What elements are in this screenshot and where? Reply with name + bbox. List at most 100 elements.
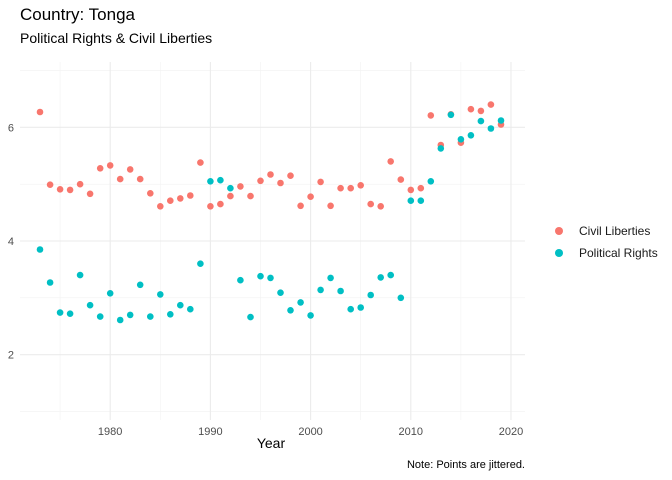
point-political-rights	[487, 125, 495, 132]
point-political-rights	[357, 304, 365, 311]
point-political-rights	[56, 309, 64, 316]
point-political-rights	[427, 178, 435, 185]
point-civil-liberties	[287, 172, 294, 179]
point-civil-liberties	[417, 184, 425, 192]
point-political-rights	[177, 301, 184, 309]
point-political-rights	[327, 274, 334, 282]
point-political-rights	[126, 311, 134, 319]
point-political-rights	[377, 274, 385, 281]
point-political-rights	[277, 289, 284, 297]
point-political-rights	[307, 312, 314, 319]
x-tick-label: 1990	[198, 426, 222, 438]
point-political-rights	[167, 311, 174, 318]
point-political-rights	[207, 178, 214, 185]
point-civil-liberties	[257, 177, 264, 185]
point-political-rights	[106, 290, 114, 297]
point-political-rights	[317, 286, 324, 294]
legend-item-civil-liberties: Civil Liberties	[553, 220, 658, 242]
point-political-rights	[96, 313, 104, 320]
point-civil-liberties	[357, 182, 365, 189]
point-political-rights	[46, 279, 54, 286]
y-tick-label: 6	[8, 122, 14, 134]
point-civil-liberties	[126, 166, 134, 173]
point-civil-liberties	[337, 184, 344, 192]
data-points	[36, 101, 505, 324]
point-civil-liberties	[96, 165, 104, 172]
point-civil-liberties	[247, 192, 254, 200]
point-political-rights	[367, 291, 375, 299]
x-axis-label: Year	[257, 435, 286, 451]
point-political-rights	[86, 301, 94, 309]
point-civil-liberties	[207, 203, 214, 210]
point-political-rights	[457, 136, 465, 143]
point-political-rights	[237, 276, 244, 284]
chart-caption: Note: Points are jittered.	[406, 459, 525, 471]
point-political-rights	[227, 184, 234, 192]
point-political-rights	[197, 260, 204, 268]
point-political-rights	[347, 305, 355, 313]
point-civil-liberties	[317, 178, 324, 186]
x-tick-label: 2010	[399, 426, 423, 438]
point-political-rights	[287, 307, 294, 314]
legend-label-political-rights: Political Rights	[579, 246, 658, 260]
point-political-rights	[187, 305, 194, 313]
point-political-rights	[257, 272, 264, 280]
point-civil-liberties	[147, 190, 154, 197]
point-civil-liberties	[237, 183, 244, 190]
point-civil-liberties	[347, 184, 355, 192]
point-civil-liberties	[487, 101, 495, 108]
point-civil-liberties	[106, 162, 114, 169]
y-tick-label: 4	[8, 236, 14, 248]
point-civil-liberties	[407, 186, 415, 194]
point-political-rights	[36, 246, 44, 253]
point-civil-liberties	[367, 200, 375, 208]
point-civil-liberties	[297, 202, 304, 210]
axis-labels: 1980 1990 2000 2010 2020 2 4 6	[8, 122, 523, 438]
point-civil-liberties	[56, 186, 64, 193]
point-political-rights	[467, 132, 475, 139]
point-civil-liberties	[86, 190, 94, 198]
point-civil-liberties	[197, 159, 204, 166]
grid-lines	[20, 62, 525, 420]
x-tick-label: 2020	[499, 426, 523, 438]
point-civil-liberties	[327, 202, 334, 210]
point-civil-liberties	[397, 176, 405, 183]
point-political-rights	[247, 313, 254, 321]
point-political-rights	[147, 313, 154, 320]
point-civil-liberties	[377, 203, 385, 210]
point-civil-liberties	[277, 179, 284, 187]
point-political-rights	[157, 291, 164, 298]
point-civil-liberties	[177, 195, 184, 202]
point-civil-liberties	[167, 197, 174, 204]
point-political-rights	[136, 281, 144, 289]
point-civil-liberties	[136, 175, 144, 183]
point-political-rights	[477, 117, 485, 125]
point-political-rights	[217, 176, 224, 184]
point-civil-liberties	[76, 180, 84, 188]
point-civil-liberties	[187, 192, 194, 199]
point-civil-liberties	[157, 203, 164, 210]
point-political-rights	[116, 316, 124, 324]
x-tick-label: 1980	[98, 426, 122, 438]
point-civil-liberties	[227, 192, 234, 200]
legend-label-civil-liberties: Civil Liberties	[579, 224, 651, 238]
point-civil-liberties	[267, 171, 274, 178]
legend: Civil Liberties Political Rights	[553, 220, 658, 264]
x-tick-label: 2000	[298, 426, 322, 438]
point-political-rights	[337, 287, 344, 295]
point-political-rights	[407, 197, 415, 204]
point-civil-liberties	[217, 200, 224, 208]
point-civil-liberties	[307, 193, 314, 200]
point-political-rights	[267, 274, 274, 282]
point-political-rights	[297, 299, 304, 306]
chart-subtitle: Political Rights & Civil Liberties	[20, 30, 213, 46]
chart-title: Country: Tonga	[20, 5, 135, 24]
legend-dot-civil-liberties	[555, 227, 563, 235]
legend-item-political-rights: Political Rights	[553, 242, 658, 264]
point-political-rights	[397, 294, 405, 302]
point-civil-liberties	[467, 105, 475, 113]
point-political-rights	[66, 310, 74, 318]
point-civil-liberties	[116, 175, 124, 183]
point-political-rights	[417, 197, 425, 204]
point-civil-liberties	[427, 112, 435, 119]
